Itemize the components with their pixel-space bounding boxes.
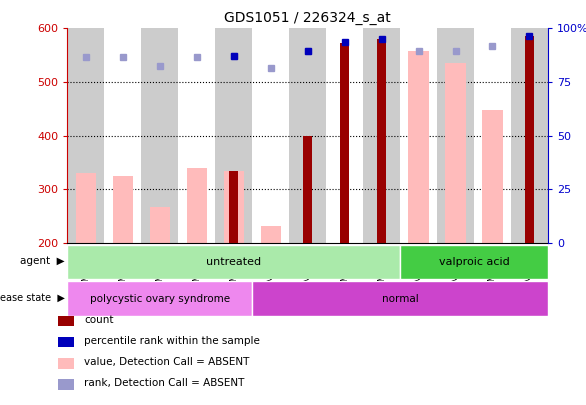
Bar — [437, 28, 474, 243]
Bar — [252, 28, 289, 243]
Bar — [59, 337, 74, 347]
Bar — [186, 168, 207, 243]
Bar — [178, 28, 215, 243]
Bar — [252, 281, 548, 316]
Bar — [400, 28, 437, 243]
Bar — [215, 28, 252, 243]
Text: disease state  ▶: disease state ▶ — [0, 293, 64, 303]
Bar — [340, 43, 349, 243]
Text: polycystic ovary syndrome: polycystic ovary syndrome — [90, 294, 230, 304]
Text: value, Detection Call = ABSENT: value, Detection Call = ABSENT — [84, 357, 250, 367]
Bar — [303, 136, 312, 243]
Bar — [326, 28, 363, 243]
Text: count: count — [84, 315, 114, 325]
Bar — [59, 316, 74, 326]
Bar — [400, 245, 548, 279]
Bar — [104, 28, 141, 243]
Bar — [224, 171, 244, 243]
Bar — [76, 173, 96, 243]
Bar — [511, 28, 548, 243]
Bar — [67, 28, 104, 243]
Text: normal: normal — [381, 294, 418, 304]
Text: untreated: untreated — [206, 257, 261, 267]
Bar — [482, 110, 503, 243]
Title: GDS1051 / 226324_s_at: GDS1051 / 226324_s_at — [224, 11, 391, 25]
Text: percentile rank within the sample: percentile rank within the sample — [84, 336, 260, 346]
Bar — [67, 281, 252, 316]
Bar — [289, 28, 326, 243]
Bar — [141, 28, 178, 243]
Bar — [113, 176, 133, 243]
Bar — [474, 28, 511, 243]
Text: valproic acid: valproic acid — [438, 257, 509, 267]
Bar — [363, 28, 400, 243]
Text: agent  ▶: agent ▶ — [20, 256, 64, 266]
Text: rank, Detection Call = ABSENT: rank, Detection Call = ABSENT — [84, 378, 244, 388]
Bar — [445, 63, 466, 243]
Bar — [59, 358, 74, 369]
Bar — [261, 226, 281, 243]
Bar — [408, 51, 429, 243]
Bar — [525, 36, 534, 243]
Bar — [67, 245, 400, 279]
Bar — [229, 171, 239, 243]
Bar — [59, 379, 74, 390]
Bar — [377, 38, 386, 243]
Bar — [149, 207, 170, 243]
